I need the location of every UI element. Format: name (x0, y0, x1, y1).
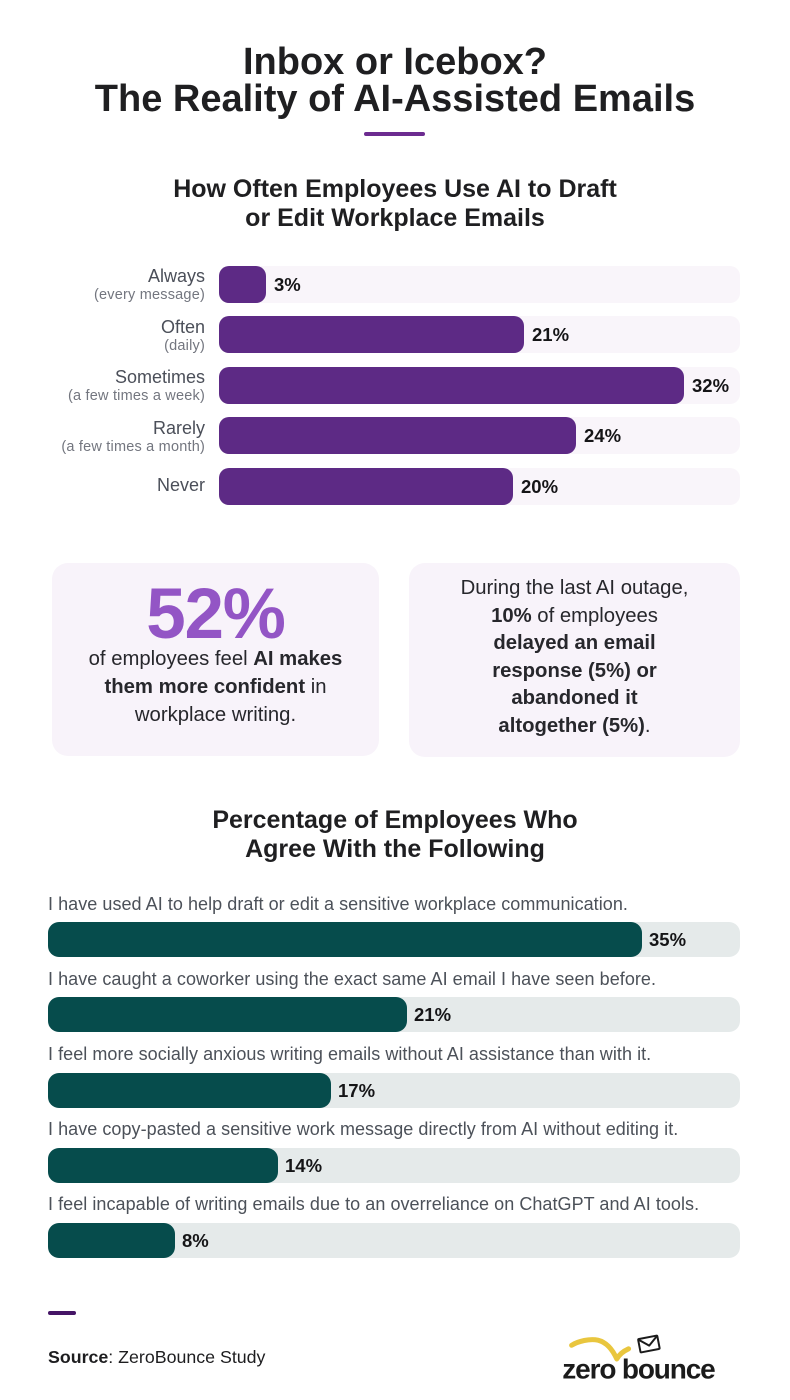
svg-text:zero bounce: zero bounce (562, 1354, 715, 1385)
